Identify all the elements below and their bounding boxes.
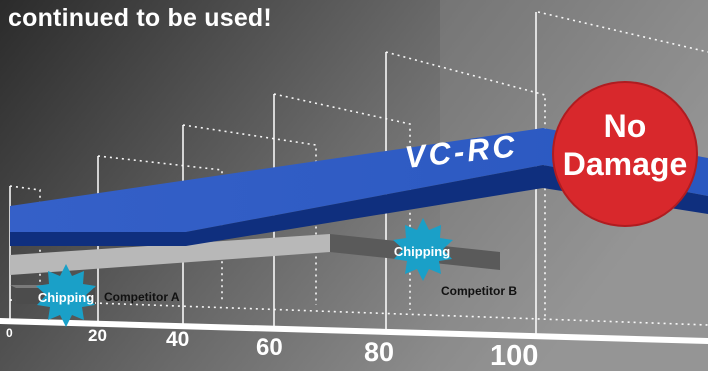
axis-tick-60: 60 (256, 334, 283, 361)
chipping-burst-a (36, 264, 96, 327)
competitor-b-bar-top (10, 234, 330, 275)
no-damage-circle (552, 81, 698, 227)
no-damage-label-line1: No (603, 108, 647, 144)
chipping-burst-b (393, 218, 453, 281)
axis-tick-100: 100 (490, 340, 539, 371)
axis-baseline (0, 318, 708, 344)
axis-tick-40: 40 (166, 328, 190, 351)
competitor-a-label: Competitor A (104, 290, 180, 304)
chipping-label-a: Chipping (37, 290, 95, 305)
axis-tick-20: 20 (88, 326, 107, 345)
vc-rc-bar (10, 128, 708, 246)
no-damage-label-line2: Damage (562, 146, 688, 182)
axis-tick-0: 0 (6, 326, 13, 340)
headline: continued to be used! (8, 4, 272, 32)
competitor-b-label: Competitor B (441, 284, 517, 298)
chipping-label-b: Chipping (393, 244, 451, 259)
axis-tick-80: 80 (364, 337, 395, 367)
